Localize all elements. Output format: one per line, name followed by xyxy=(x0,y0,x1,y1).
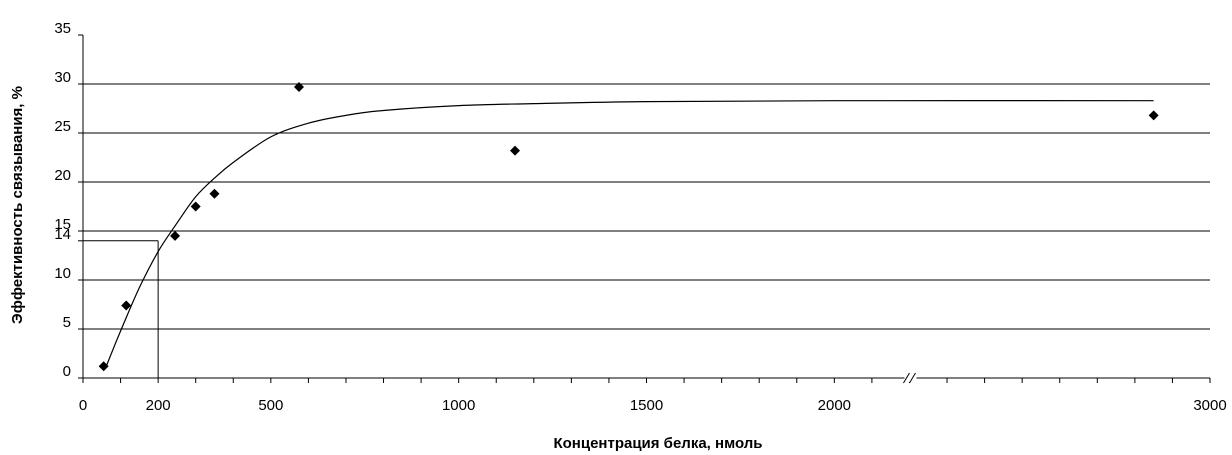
x-tick-label: 1000 xyxy=(442,397,475,414)
fit-curve xyxy=(104,100,1154,369)
y-tick-label: 10 xyxy=(54,265,71,282)
x-tick-label: 2000 xyxy=(818,397,851,414)
data-point xyxy=(98,361,109,372)
data-point xyxy=(209,188,220,199)
y-tick-label: 5 xyxy=(63,314,71,331)
data-point xyxy=(1148,110,1159,121)
x-tick-label: 3000 xyxy=(1193,397,1226,414)
axis-break xyxy=(903,372,917,384)
y-tick-label: 25 xyxy=(54,118,71,135)
data-point xyxy=(294,81,305,92)
fit-curve-group xyxy=(104,100,1154,369)
y-tick-label: 35 xyxy=(54,20,71,37)
gridlines xyxy=(83,83,1210,330)
y-tick-label: 0 xyxy=(63,363,71,380)
axis-break-gap xyxy=(904,374,917,382)
axis-break-slash xyxy=(903,372,910,384)
y-tick-label: 20 xyxy=(54,167,71,184)
x-tick-label: 0 xyxy=(79,397,87,414)
y-tick-label: 15 xyxy=(54,216,71,233)
y-tick-label: 30 xyxy=(54,69,71,86)
x-tick-label: 500 xyxy=(258,397,283,414)
data-points xyxy=(98,81,1159,372)
reference-lines xyxy=(83,240,159,378)
data-point xyxy=(170,230,181,241)
data-point xyxy=(190,201,201,212)
axis-break-slash xyxy=(909,372,916,384)
data-point xyxy=(510,145,521,156)
data-point xyxy=(121,300,132,311)
y-axis-title: Эффективность связывания, % xyxy=(9,86,26,324)
x-axis-title: Концентрация белка, нмоль xyxy=(553,435,762,452)
x-tick-label: 1500 xyxy=(630,397,663,414)
x-tick-label: 200 xyxy=(146,397,171,414)
y-tick-label: 14 xyxy=(54,226,71,243)
